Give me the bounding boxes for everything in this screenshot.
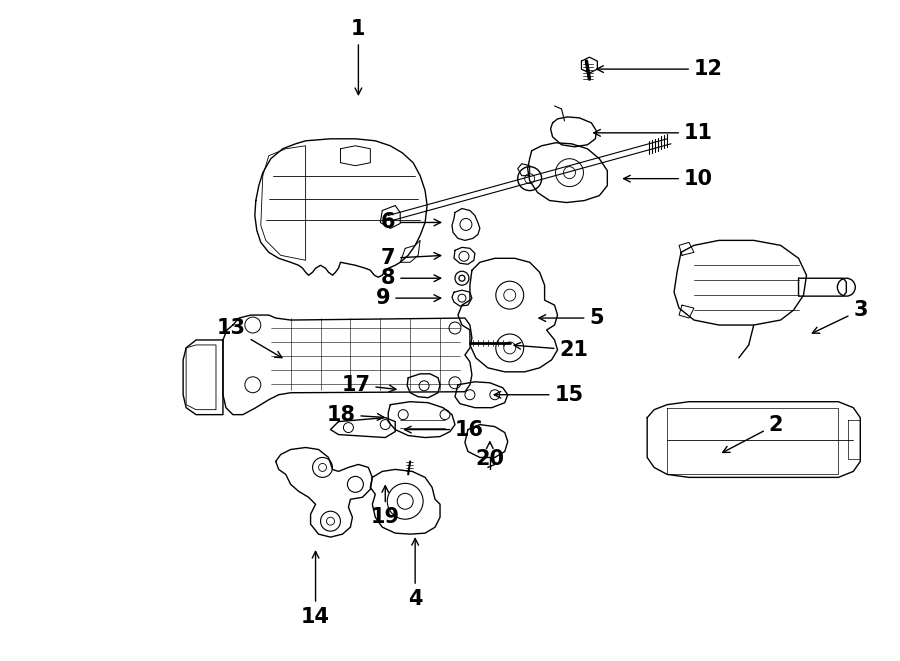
Text: 13: 13 <box>217 318 282 358</box>
Text: 12: 12 <box>597 59 723 79</box>
Text: 8: 8 <box>381 268 441 288</box>
Text: 9: 9 <box>375 288 441 308</box>
Text: 6: 6 <box>381 212 441 233</box>
Text: 15: 15 <box>494 385 584 405</box>
Text: 7: 7 <box>381 249 441 268</box>
Text: 4: 4 <box>408 539 422 609</box>
Text: 17: 17 <box>341 375 396 395</box>
Text: 16: 16 <box>404 420 484 440</box>
Text: 11: 11 <box>594 123 713 143</box>
Text: 21: 21 <box>514 340 589 360</box>
Text: 18: 18 <box>327 405 384 424</box>
Text: 3: 3 <box>813 300 868 333</box>
Text: 14: 14 <box>302 551 330 627</box>
Text: 19: 19 <box>371 486 400 527</box>
Text: 2: 2 <box>723 414 783 453</box>
Text: 20: 20 <box>475 442 504 469</box>
Text: 1: 1 <box>351 19 365 95</box>
Text: 10: 10 <box>624 169 713 188</box>
Text: 5: 5 <box>539 308 604 328</box>
